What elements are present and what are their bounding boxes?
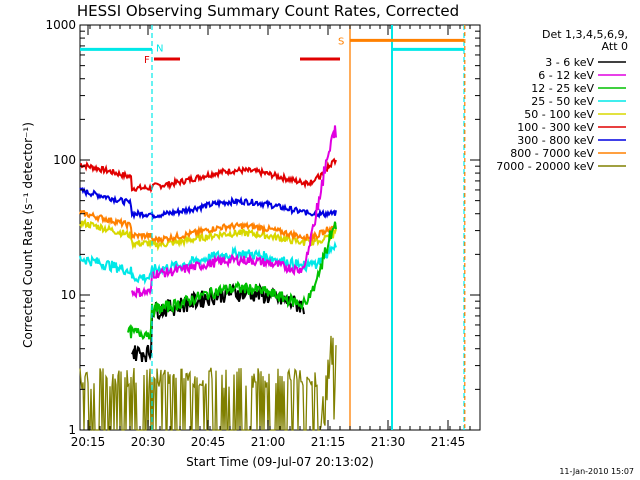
y-tick-label: 1000	[45, 18, 76, 32]
series-line-0	[79, 157, 337, 194]
y-tick-label: 1	[68, 423, 76, 437]
chart-title: HESSI Observing Summary Count Rates, Cor…	[77, 2, 459, 20]
x-tick-label: 20:45	[191, 435, 226, 449]
x-tick-label: 21:45	[431, 435, 466, 449]
saa-flag-label: S	[338, 36, 344, 47]
axis-ticks: 20:15 20:30 20:45 21:00 21:15 21:30 21:45 1 10 10…	[45, 18, 481, 449]
x-axis-label: Start Time (09-Jul-07 20:13:02)	[186, 455, 374, 469]
series-line-8	[79, 335, 337, 431]
legend-item-label: 50 - 100 keV	[524, 108, 594, 121]
y-axis-label: Corrected Count Rate (s⁻¹ detector⁻¹)	[21, 122, 35, 348]
legend-item-label: 100 - 300 keV	[517, 121, 594, 134]
x-tick-label: 21:15	[311, 435, 346, 449]
legend-header-line: Det 1,3,4,5,6,9,	[542, 28, 628, 41]
legend-item-label: 7000 - 20000 keV	[496, 160, 594, 173]
series-layer	[79, 125, 337, 431]
x-tick-label: 21:00	[251, 435, 286, 449]
legend-item-label: 300 - 800 keV	[517, 134, 594, 147]
y-tick-label: 10	[61, 288, 76, 302]
flare-flag-label: F	[144, 55, 150, 66]
night-flag-label: N	[156, 43, 163, 54]
footer-date: 11-Jan-2010 15:07	[559, 467, 634, 476]
y-tick-label: 100	[53, 153, 76, 167]
series-line-7	[127, 221, 337, 341]
series-line-5	[131, 125, 337, 299]
series-line-3	[79, 209, 337, 245]
legend-item-label: 6 - 12 keV	[538, 69, 594, 82]
flag-markers: NF S	[80, 25, 466, 430]
legend-item-label: 800 - 7000 keV	[510, 147, 594, 160]
x-tick-label: 21:30	[371, 435, 406, 449]
legend-item-label: 3 - 6 keV	[545, 56, 594, 69]
legend-header-line: Att 0	[602, 40, 628, 53]
x-tick-label: 20:30	[131, 435, 166, 449]
series-line-1	[79, 186, 337, 221]
legend-item-label: 12 - 25 keV	[531, 82, 594, 95]
x-tick-label: 20:15	[71, 435, 106, 449]
legend-item-label: 25 - 50 keV	[531, 95, 594, 108]
